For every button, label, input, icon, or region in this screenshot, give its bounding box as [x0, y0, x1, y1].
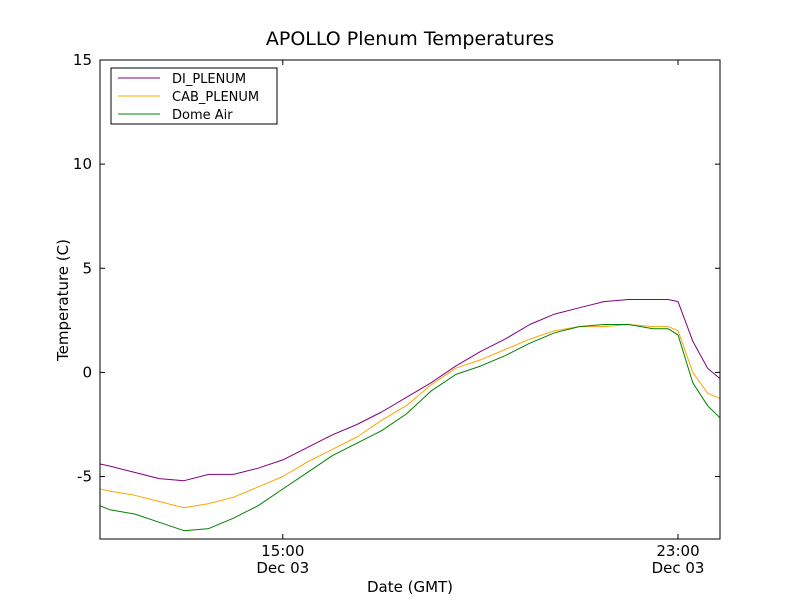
series-layer [100, 299, 720, 532]
y-tick-label: 5 [82, 259, 92, 277]
y-tick-label: -5 [77, 468, 92, 486]
chart-title: APOLLO Plenum Temperatures [266, 28, 554, 50]
series-line-cab-plenum [100, 324, 720, 509]
x-tick-date-label: Dec 03 [652, 559, 705, 577]
series-line-dome-air [100, 324, 720, 532]
x-tick-date-label: Dec 03 [256, 559, 309, 577]
y-tick-label: 0 [82, 363, 92, 381]
x-tick-label: 15:00 [261, 542, 304, 560]
legend-label: DI_PLENUM [172, 72, 246, 87]
x-axis-label: Date (GMT) [367, 578, 453, 596]
x-tick-label: 23:00 [656, 542, 699, 560]
legend-label: Dome Air [172, 108, 233, 123]
y-tick-label: 15 [73, 51, 92, 69]
y-tick-label: 10 [73, 155, 92, 173]
legend-label: CAB_PLENUM [172, 90, 259, 105]
plot-frame [99, 59, 721, 540]
y-axis: -5 0 5 10 15 [73, 51, 720, 486]
series-line-di-plenum [100, 299, 720, 482]
y-axis-label: Temperature (C) [54, 239, 72, 362]
legend: DI_PLENUM CAB_PLENUM Dome Air [110, 67, 278, 125]
